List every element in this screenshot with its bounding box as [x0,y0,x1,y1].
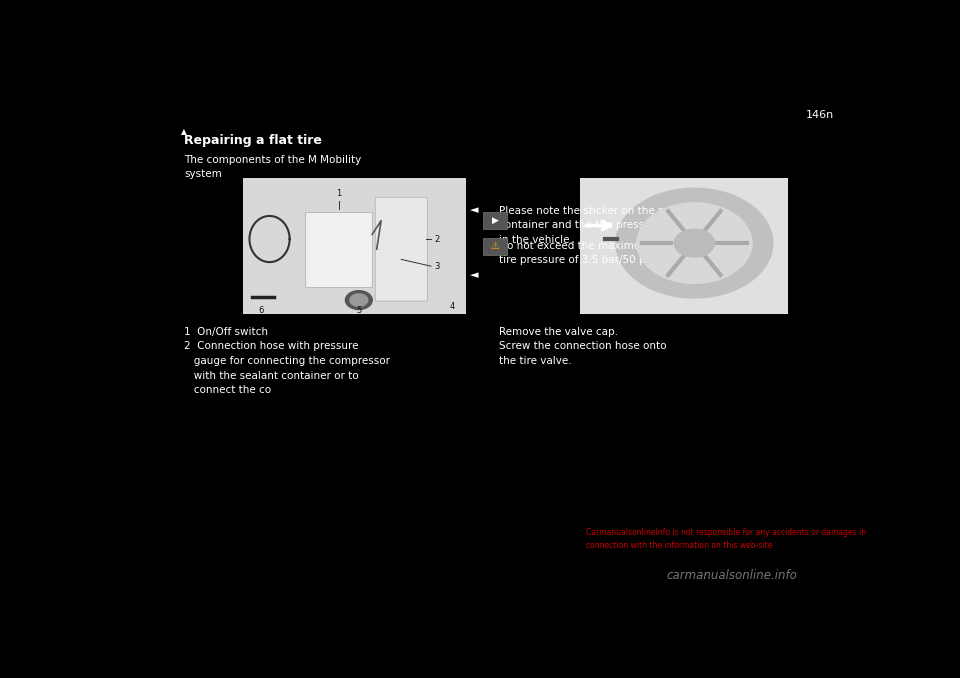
Text: CarmanualsonlineInfo is not responsible for any accidents or damages in: CarmanualsonlineInfo is not responsible … [586,527,866,537]
Text: Please note the sticker on the sealant: Please note the sticker on the sealant [499,205,697,216]
Text: 2: 2 [435,235,440,243]
Text: ◄: ◄ [470,270,479,280]
Text: 4: 4 [450,302,455,311]
Text: 1  On/Off switch: 1 On/Off switch [184,327,268,337]
Text: connection with the information on this web-site: connection with the information on this … [586,541,772,550]
Circle shape [615,188,774,298]
Text: tire pressure of 3.5 bar/50 psi.: tire pressure of 3.5 bar/50 psi. [499,255,658,265]
Text: Remove the valve cap.: Remove the valve cap. [499,327,618,337]
Text: with the sealant container or to: with the sealant container or to [184,371,359,380]
Text: ⚠: ⚠ [491,241,499,252]
Text: 1: 1 [336,189,342,198]
FancyBboxPatch shape [305,212,372,287]
Text: Repairing a flat tire: Repairing a flat tire [184,134,322,146]
Text: connect the co: connect the co [184,385,271,395]
FancyBboxPatch shape [243,178,466,314]
FancyBboxPatch shape [580,178,788,314]
FancyBboxPatch shape [483,238,507,255]
Text: ◄: ◄ [470,205,479,215]
Text: carmanualsonline.info: carmanualsonline.info [667,570,798,582]
Text: in the vehicle.: in the vehicle. [499,235,573,245]
Text: 146n: 146n [806,110,834,120]
Circle shape [674,228,715,258]
Text: gauge for connecting the compressor: gauge for connecting the compressor [184,356,390,366]
Text: 3: 3 [435,262,440,271]
Text: ▲: ▲ [181,127,187,136]
Text: 6: 6 [258,306,263,315]
FancyBboxPatch shape [483,212,507,228]
Text: Screw the connection hose onto: Screw the connection hose onto [499,341,667,351]
Text: ▶: ▶ [492,216,498,224]
Text: the tire valve.: the tire valve. [499,356,572,366]
FancyBboxPatch shape [375,197,427,301]
Text: Do not exceed the maximum: Do not exceed the maximum [499,241,651,251]
Circle shape [349,294,368,306]
Text: container and the tire pressure table: container and the tire pressure table [499,220,691,231]
Text: 2  Connection hose with pressure: 2 Connection hose with pressure [184,341,358,351]
Circle shape [346,291,372,309]
Text: 5: 5 [356,306,362,315]
Text: The components of the M Mobility 
system: The components of the M Mobility system [184,155,365,180]
Circle shape [636,202,753,284]
